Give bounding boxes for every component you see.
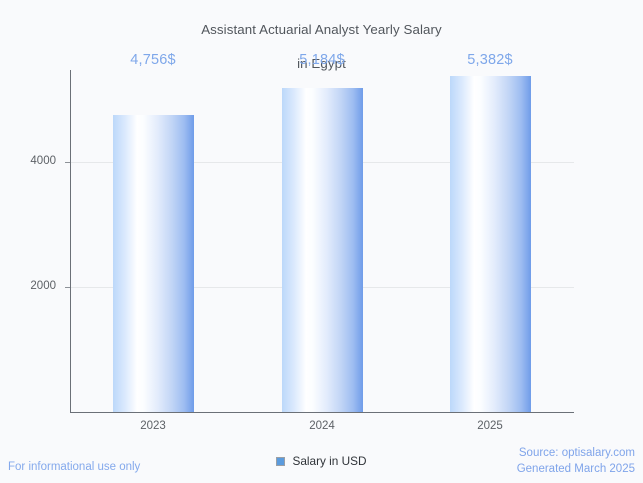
y-axis-tick-label-4000: 4000	[30, 155, 56, 167]
plot-area	[65, 70, 574, 413]
square-marker-icon	[276, 456, 286, 466]
legend-item-label: Salary in USD	[292, 454, 367, 468]
y-axis-tick-label-2000: 2000	[30, 280, 56, 292]
source-text: Source: optisalary.com	[518, 447, 635, 459]
bar-value-label-2025: 5,382$	[467, 52, 513, 68]
chart-title: Assistant Actuarial Analyst Yearly Salar…	[0, 4, 643, 72]
x-axis-tick-label-2023: 2023	[140, 420, 166, 432]
y-axis-line	[70, 70, 71, 412]
bar-2024[interactable]	[282, 88, 363, 412]
y-tick-mark-4000	[65, 162, 70, 163]
source-attribution: Source: optisalary.com Generated March 2…	[517, 446, 635, 477]
x-axis-tick-label-2025: 2025	[477, 420, 503, 432]
chart-title-line-2: in Egypt	[297, 56, 346, 71]
chart-title-line-1: Assistant Actuarial Analyst Yearly Salar…	[201, 22, 442, 37]
bar-value-label-2023: 4,756$	[130, 52, 176, 68]
chart-legend: Salary in USD	[0, 452, 643, 470]
generated-date-text: Generated March 2025	[516, 462, 635, 475]
x-axis-line	[70, 412, 574, 413]
x-axis-tick-label-2024: 2024	[309, 420, 335, 432]
bar-2023[interactable]	[113, 115, 194, 412]
legend-item-salary-in-usd[interactable]: Salary in USD	[270, 452, 373, 470]
bar-value-label-2024: 5,184$	[299, 52, 345, 68]
disclaimer-note: For informational use only	[8, 461, 141, 473]
bar-2025[interactable]	[450, 76, 531, 412]
y-tick-mark-2000	[65, 287, 70, 288]
